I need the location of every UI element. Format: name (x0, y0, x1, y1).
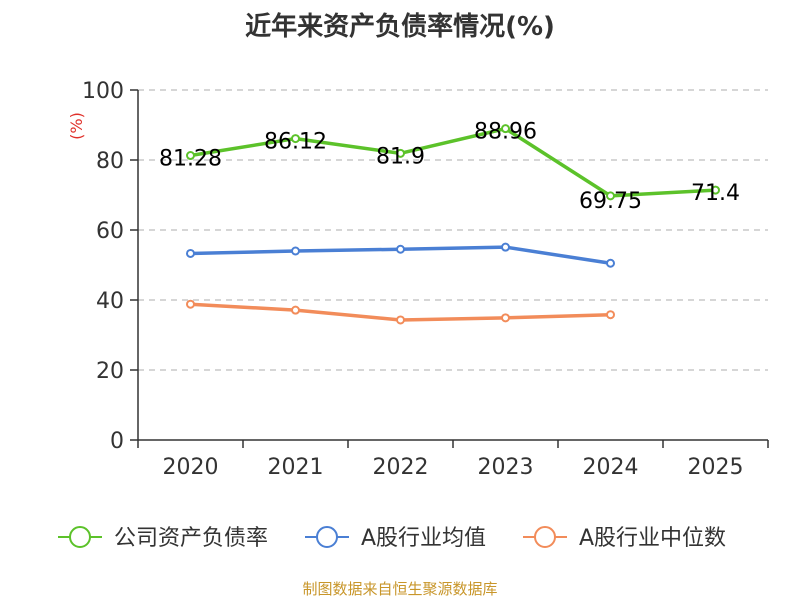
data-point (501, 242, 510, 252)
data-point (396, 244, 405, 254)
legend-marker (69, 526, 91, 548)
data-label: 69.75 (579, 189, 642, 214)
data-label: 86.12 (264, 130, 327, 155)
data-point (501, 313, 510, 323)
x-tick-label: 2022 (373, 455, 429, 480)
y-tick-label: 20 (96, 359, 124, 384)
y-axis-label: (%) (67, 112, 86, 140)
data-point (606, 191, 615, 201)
x-tick-label: 2021 (268, 455, 324, 480)
data-point (186, 248, 195, 258)
legend-label: 公司资产负债率 (114, 526, 268, 551)
data-label: 88.96 (474, 120, 537, 145)
data-point (711, 185, 720, 195)
data-point (291, 134, 300, 144)
data-point (291, 305, 300, 315)
source-note: 制图数据来自恒生聚源数据库 (302, 580, 498, 598)
series-line (190, 126, 716, 198)
y-tick-label: 40 (96, 289, 124, 314)
data-point (396, 148, 405, 158)
data-label: 81.9 (376, 144, 425, 169)
x-tick-label: 2020 (163, 455, 219, 480)
data-point (606, 258, 615, 268)
legend-label: A股行业中位数 (579, 526, 726, 551)
chart-title: 近年来资产负债率情况(%) (245, 12, 555, 42)
legend-label: A股行业均值 (361, 526, 486, 551)
data-point (396, 315, 405, 325)
y-tick-label: 0 (110, 429, 124, 454)
legend-marker (316, 526, 338, 548)
data-point (186, 299, 195, 309)
data-point (501, 124, 510, 134)
y-tick-label: 80 (96, 149, 124, 174)
data-point (186, 151, 195, 161)
data-point (606, 310, 615, 320)
legend-marker (534, 526, 556, 548)
data-label: 81.28 (159, 147, 222, 172)
x-tick-label: 2023 (478, 455, 534, 480)
x-tick-label: 2025 (688, 455, 744, 480)
y-tick-label: 60 (96, 219, 124, 244)
x-tick-label: 2024 (583, 455, 639, 480)
data-point (291, 246, 300, 256)
data-label: 71.4 (691, 181, 740, 206)
y-tick-label: 100 (82, 79, 124, 104)
